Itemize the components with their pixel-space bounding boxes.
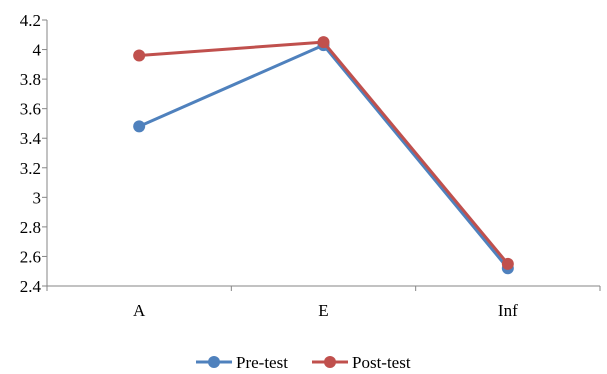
series-line: [139, 40, 509, 265]
series-line: [138, 43, 509, 270]
legend-entry: Post-test: [312, 353, 411, 372]
y-tick-label: 3.2: [20, 159, 41, 178]
y-tick-label: 2.6: [20, 247, 41, 266]
legend-entry: Pre-test: [196, 353, 288, 372]
y-tick-label: 2.8: [20, 218, 41, 237]
y-tick-label: 3.8: [20, 70, 41, 89]
y-axis-ticks: 2.4 2.6 2.8 3 3.2 3.4 3.6 3.8 4 4.2: [20, 11, 47, 296]
y-tick-label: 2.4: [20, 277, 42, 296]
series-pre-test: [133, 39, 514, 275]
data-point: [501, 257, 514, 270]
y-tick-label: 3.6: [20, 100, 41, 119]
data-point: [133, 49, 146, 62]
series-post-test: [133, 36, 514, 270]
y-tick-label: 4: [33, 41, 42, 60]
legend-label: Pre-test: [236, 353, 288, 372]
series-lines: [133, 36, 514, 275]
data-point: [133, 120, 146, 133]
data-point: [317, 36, 330, 49]
y-tick-label: 3: [33, 188, 42, 207]
x-tick-label: E: [318, 301, 328, 320]
y-tick-label: 4.2: [20, 11, 41, 30]
x-tick-label: A: [133, 301, 146, 320]
y-tick-label: 3.4: [20, 129, 42, 148]
legend-marker: [324, 356, 336, 368]
legend-marker: [208, 356, 220, 368]
legend: Pre-test Post-test: [196, 353, 411, 372]
x-axis-ticks: A E Inf: [46, 286, 601, 320]
axes: [46, 20, 600, 287]
x-tick-label: Inf: [498, 301, 518, 320]
legend-label: Post-test: [352, 353, 411, 372]
